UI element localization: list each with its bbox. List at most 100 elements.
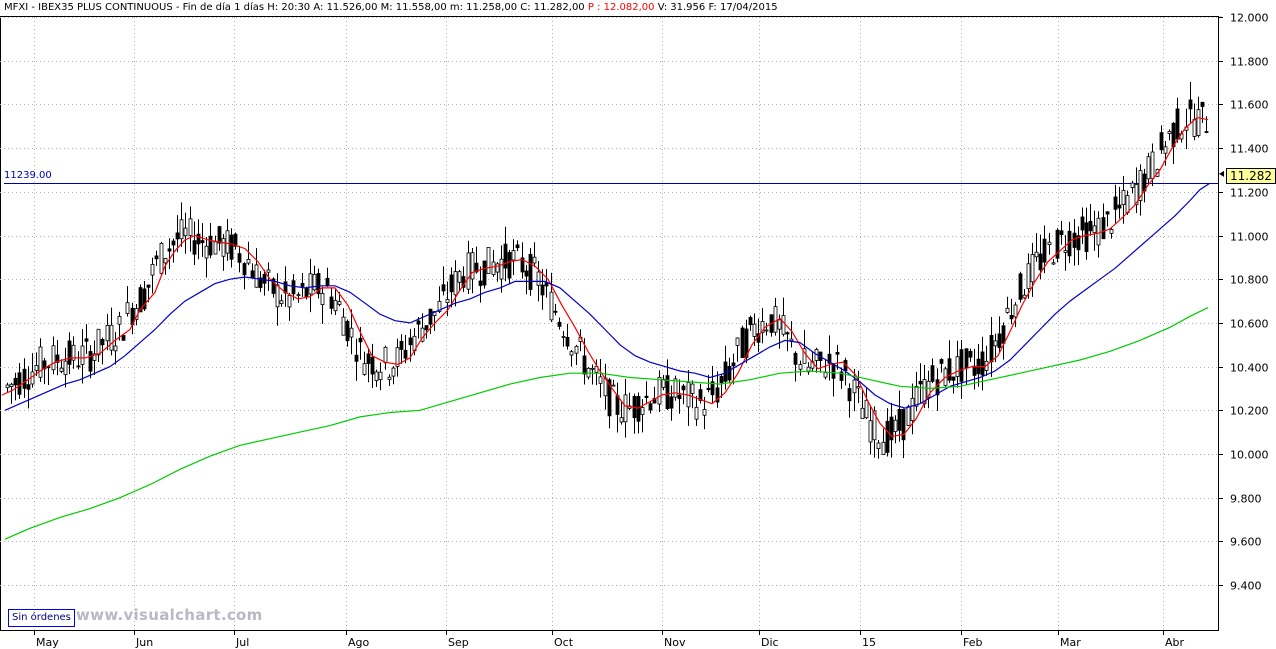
candle-body	[349, 327, 354, 338]
candle-body	[416, 320, 421, 325]
candle-body	[378, 371, 383, 381]
candle-body	[590, 367, 595, 370]
candle-body	[1059, 230, 1064, 236]
candle-body	[540, 284, 545, 296]
candle-body	[906, 406, 911, 426]
candle-body	[802, 348, 807, 364]
candle-body	[993, 340, 998, 347]
candle-body	[619, 417, 624, 423]
candle-body	[208, 235, 213, 256]
candle-body	[918, 380, 923, 385]
x-tick-label: Jul	[235, 636, 249, 649]
candle-body	[1038, 253, 1043, 271]
candle-body	[457, 271, 462, 283]
candle-body	[623, 394, 628, 423]
candle-body	[889, 416, 894, 441]
candle-body	[200, 240, 205, 244]
candle-body	[1134, 184, 1139, 206]
candle-body	[520, 257, 525, 273]
candle-body	[320, 293, 325, 306]
candle-body	[835, 352, 840, 355]
candle-body	[1088, 221, 1093, 232]
candle-body	[673, 378, 678, 398]
candle-body	[839, 371, 844, 381]
candle-body	[997, 333, 1002, 348]
candle-body	[1076, 235, 1081, 251]
y-tick-label: 12.000	[1230, 12, 1269, 25]
candle-body	[640, 407, 645, 416]
candle-body	[291, 280, 296, 295]
candle-body	[474, 262, 479, 273]
candle-body	[1113, 196, 1118, 210]
y-tick-label: 9.800	[1230, 493, 1262, 506]
candle-body	[731, 362, 736, 367]
candle-body	[1130, 182, 1135, 188]
candle-body	[536, 271, 541, 286]
candle-body	[607, 379, 612, 417]
candle-body	[789, 338, 794, 342]
candle-body	[408, 337, 413, 346]
candle-body	[109, 324, 114, 351]
candle-body	[648, 403, 653, 411]
candle-body	[92, 353, 97, 361]
candle-body	[1200, 101, 1205, 107]
candle-body	[113, 345, 118, 352]
candle-body	[681, 385, 686, 391]
candle-body	[246, 259, 251, 264]
candle-body	[1018, 273, 1023, 300]
candle-body	[507, 252, 512, 279]
y-tick-label: 11.000	[1230, 231, 1269, 244]
candle-body	[561, 336, 566, 338]
candle-body	[1034, 251, 1039, 258]
y-tick-label: 10.000	[1230, 449, 1269, 462]
candle-body	[279, 300, 284, 305]
header-quote-text: MFXI - IBEX35 PLUS CONTINUOUS - Fin de d…	[4, 2, 585, 13]
candle-body	[1051, 262, 1056, 265]
x-tick-label: Oct	[554, 636, 574, 649]
candle-body	[154, 255, 159, 260]
y-tick-label: 11.400	[1230, 143, 1269, 156]
candle-body	[333, 299, 338, 312]
candle-body	[1047, 241, 1052, 246]
candle-body	[1026, 263, 1031, 290]
watermark-logo: www.visualchart.com	[76, 606, 263, 624]
y-tick-label: 9.400	[1230, 580, 1262, 593]
candle-body	[910, 397, 915, 421]
candle-body	[105, 324, 110, 342]
candle-body	[972, 365, 977, 376]
candle-body	[159, 243, 164, 274]
candle-body	[677, 394, 682, 400]
x-tick-label: Feb	[963, 636, 982, 649]
candle-body	[308, 273, 313, 295]
candle-body	[503, 243, 508, 269]
candle-body	[644, 395, 649, 399]
candle-body	[362, 363, 367, 375]
candle-body	[183, 227, 188, 237]
candle-body	[370, 356, 375, 375]
candle-body	[881, 441, 886, 455]
candle-body	[1125, 195, 1130, 214]
candle-body	[1188, 99, 1193, 110]
candle-body	[893, 419, 898, 432]
candle-body	[225, 230, 230, 254]
candle-body	[175, 232, 180, 240]
orders-button[interactable]: Sin órdenes	[8, 609, 75, 627]
candle-body	[391, 367, 396, 377]
candle-body	[254, 264, 259, 288]
candle-body	[574, 345, 579, 354]
candle-body	[710, 381, 715, 396]
candle-body	[781, 315, 786, 335]
candle-body	[383, 346, 388, 364]
candle-body	[221, 238, 226, 257]
candle-body	[1063, 250, 1068, 253]
candle-body	[96, 328, 101, 356]
candle-body	[117, 316, 122, 325]
candle-body	[955, 356, 960, 377]
candle-body	[453, 271, 458, 296]
candle-body	[266, 269, 271, 273]
candle-body	[38, 346, 43, 378]
y-tick-label: 9.600	[1230, 536, 1262, 549]
candle-body	[964, 348, 969, 369]
candle-body	[1175, 108, 1180, 140]
